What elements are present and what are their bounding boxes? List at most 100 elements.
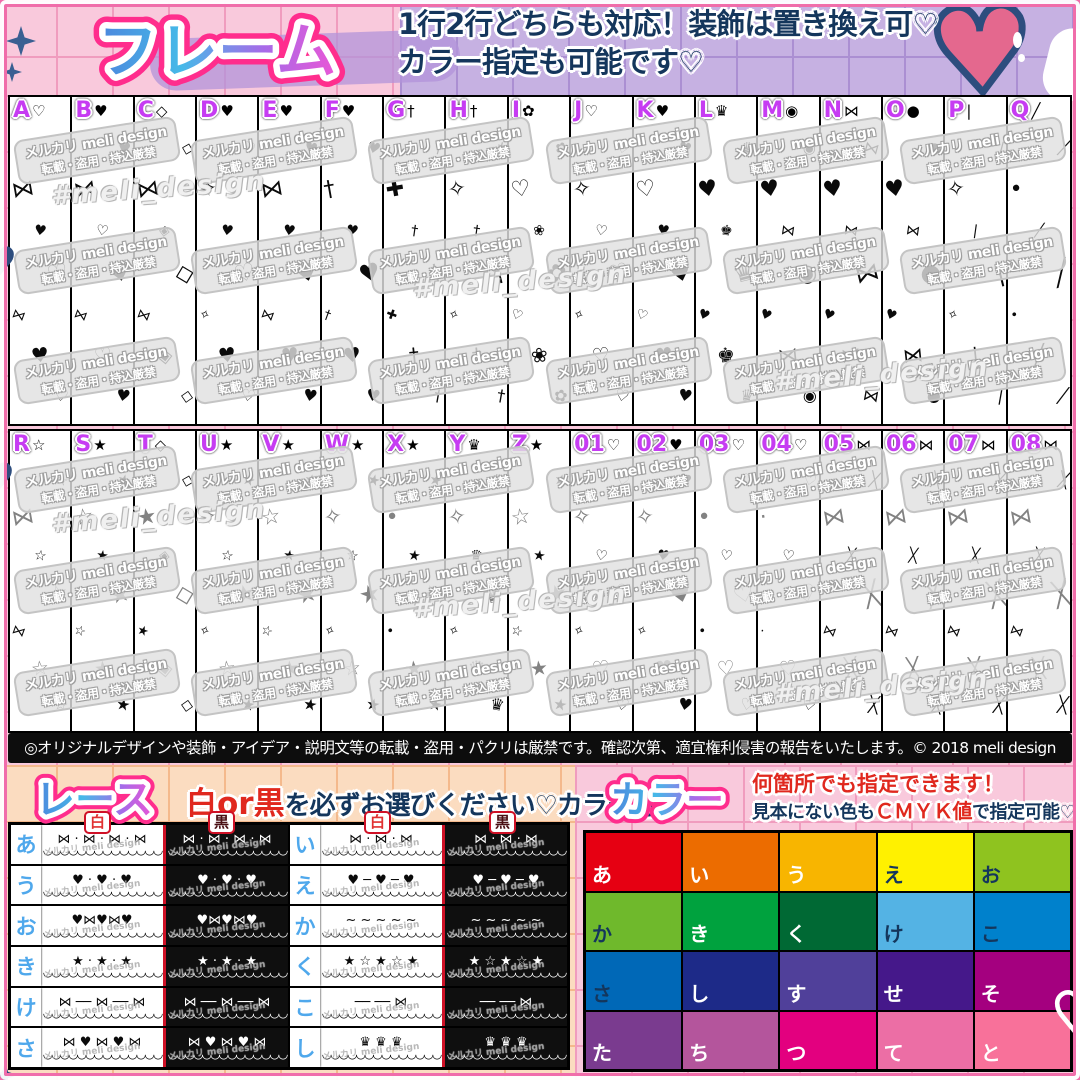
motif-glyph: †: [470, 342, 483, 368]
frame-column-W: W ★ ★ ✧ ☆ ★ ✧ ☆ ★: [322, 431, 385, 731]
color-note-line-2: 見本にない色もＣＭＹＫ値で指定可能♡: [752, 798, 1076, 825]
frame-sample-area: † ✧ † † ✧ † †: [446, 125, 506, 424]
motif-glyph: ♛: [738, 137, 757, 159]
motif-glyph: ♥: [695, 306, 712, 325]
frame-column-header: A ♡: [10, 97, 70, 125]
star-icon: ★: [406, 435, 420, 454]
lace-scallop-edge: ◡◡◡◡◡◡◡◡◡◡◡◡◡◡: [446, 883, 567, 898]
frame-column-label: O: [885, 98, 905, 123]
motif-glyph: ♡: [613, 694, 632, 716]
motif-glyph: ✧: [197, 306, 213, 325]
lace-scallop-edge: ◡◡◡◡◡◡◡◡◡◡◡◡◡◡: [42, 883, 163, 898]
lace-sample-し-black: ♛ ♛ ♛ ◡◡◡◡◡◡◡◡◡◡◡◡◡◡ メルカリ meli design: [442, 1028, 567, 1068]
motif-glyph: ◈: [158, 222, 172, 240]
motif-glyph: ☆: [32, 546, 48, 565]
frame-column-label: U: [200, 432, 218, 457]
motif-glyph: ◉: [801, 137, 819, 159]
frame-column-label: 01: [574, 432, 605, 457]
motif-glyph: ◈: [155, 655, 174, 681]
color-swatch-label: い: [689, 862, 710, 887]
frame-sample-area: ╳ ⋈ ╳ ╳ ⋈ ╳ ╳: [821, 459, 881, 731]
motif-glyph: ☆: [52, 469, 71, 491]
frame-column-header: 01 ♡: [571, 431, 631, 459]
motif-glyph: ★: [531, 546, 547, 565]
subtitle-line-1: 1行2行どちらも対応！装飾は置き換え可♡: [398, 7, 938, 41]
frame-column-label: B: [75, 98, 93, 123]
lace-scallop-edge: ◡◡◡◡◡◡◡◡◡◡◡◡◡◡: [321, 924, 442, 939]
frame-column-S: S ★ ★ ☆ ★ ★ ☆ ★ ★: [72, 431, 135, 731]
lace-group-い: い ⋈ · ⋈ · ⋈ ◡◡◡◡◡◡◡◡◡◡◡◡◡◡ メルカリ meli design…: [288, 825, 567, 864]
motif-glyph: ⋈: [134, 175, 161, 204]
frame-column-header: Z ★: [509, 431, 569, 459]
motif-glyph: ♥: [302, 137, 320, 159]
color-swatch-こ: こ: [974, 892, 1070, 950]
lace-sample-い-white: ⋈ · ⋈ · ⋈ ◡◡◡◡◡◡◡◡◡◡◡◡◡◡ メルカリ meli design: [320, 825, 442, 864]
frame-sample-area: ♥ ✧ ♥ ♥ ✧ ♥ ♥: [634, 459, 694, 731]
frame-sample-area: ╳ ⋈ ╳ ╳ ⋈ ╳ ╳: [945, 459, 1005, 731]
motif-glyph: ☆: [72, 622, 89, 641]
frame-column-header: 02 ♥: [634, 431, 694, 459]
motif-glyph: ♥: [882, 175, 907, 204]
motif-glyph: ⋈: [842, 222, 859, 241]
motif-glyph: ⋈: [1007, 622, 1025, 642]
lace-group-あ: あ ⋈ · ⋈ · ⋈ · ⋈ ◡◡◡◡◡◡◡◡◡◡◡◡◡◡ メルカリ meli de…: [11, 825, 288, 864]
lollipop-swirl-icon: ◉: [785, 101, 799, 120]
frame-column-E: E ♥ ♥ ⋈ ♥ ♥ ⋈ ♥ ♥: [259, 97, 322, 424]
lace-scallop-edge: ◡◡◡◡◡◡◡◡◡◡◡◡◡◡: [321, 965, 442, 980]
lace-row: さ ⋈ ♥ ⋈ ♥ ⋈ ◡◡◡◡◡◡◡◡◡◡◡◡◡◡ メルカリ meli design…: [11, 1028, 567, 1068]
motif-glyph: ✧: [945, 175, 968, 204]
motif-glyph: •: [384, 504, 402, 532]
hearts-icon: ♥: [655, 101, 670, 120]
lace-sample-き-white: ★ · ★ · ★ ◡◡◡◡◡◡◡◡◡◡◡◡◡◡ メルカリ meli design: [41, 947, 163, 986]
motif-glyph: ♥: [695, 175, 720, 204]
frame-sample-area: ⋈ ♥ ⋈ ⋈ ♥ ⋈ ⋈: [821, 125, 881, 424]
frame-column-label: Y: [449, 432, 466, 457]
color-swatch-label: た: [592, 1041, 612, 1065]
frame-column-label: I: [511, 98, 520, 123]
motif-glyph: ♥: [676, 385, 694, 407]
lace-instruction: 白or黒を必ずお選びください♡カラー可♡: [186, 778, 680, 823]
motif-glyph: ●: [917, 257, 945, 290]
frame-column-label: 05: [823, 432, 855, 457]
motif-glyph: ⋈: [901, 342, 925, 369]
frame-column-header: U ★: [197, 431, 257, 459]
color-swatch-label: て: [883, 1041, 904, 1065]
winged-heart-icon: ♥: [341, 101, 356, 120]
motif-glyph: †: [409, 222, 419, 240]
motif-glyph: ♛: [489, 694, 507, 716]
color-swatch-label: そ: [980, 981, 1001, 1006]
motif-glyph: ♡: [508, 306, 525, 325]
header-right-background: [400, 0, 1080, 95]
lace-pattern-glyphs: ~ ~ ~ ~ ~: [345, 913, 417, 929]
motif-glyph: ♥: [344, 222, 360, 240]
lace-group-お: お ♥⋈♥⋈♥ ◡◡◡◡◡◡◡◡◡◡◡◡◡◡ メルカリ meli design ♥⋈♥⋈…: [11, 906, 288, 946]
color-title-bubble: カラー カラー カラー: [601, 770, 733, 828]
lace-white-tag: 白: [84, 811, 112, 834]
lace-pattern-glyphs: ♥ · ♥ · ♥: [197, 872, 257, 888]
motif-glyph: ╳: [1056, 694, 1070, 715]
motif-glyph: ⋈: [259, 305, 277, 325]
lace-pattern-glyphs: ⋈ · ⋈ · ⋈ · ⋈: [182, 831, 272, 847]
lace-sample-う-white: ♥ · ♥ · ♥ ◡◡◡◡◡◡◡◡◡◡◡◡◡◡ メルカリ meli design: [41, 865, 163, 905]
motif-glyph: ⋈: [10, 305, 28, 325]
frame-column-header: V ★: [259, 431, 319, 459]
motif-glyph: ╳: [905, 655, 921, 681]
frame-column-header: 06 ⋈: [883, 431, 943, 459]
motif-glyph: ╱: [1056, 385, 1070, 407]
frame-column-label: R: [13, 432, 30, 457]
lace-group-き: き ★ · ★ · ★ ◡◡◡◡◡◡◡◡◡◡◡◡◡◡ メルカリ meli design…: [11, 947, 288, 986]
motif-glyph: ★: [230, 577, 259, 611]
frame-column-H: H † † ✧ † † ✧ † †: [446, 97, 509, 424]
color-swatch-い: い: [683, 833, 779, 891]
motif-glyph: ♛: [466, 654, 487, 681]
frame-sample-area: ★ ☆ ★ ★ ☆ ★ ★: [509, 459, 569, 731]
motif-glyph: ♡: [800, 694, 819, 716]
frame-sample-area: ♥ † ♥ ♥ † ♥ ♥: [322, 125, 382, 424]
frame-column-header: T ◇: [135, 431, 195, 459]
motif-glyph: ♚: [715, 342, 737, 368]
frame-column-header: 03 ♡: [696, 431, 756, 459]
motif-glyph: ·: [758, 624, 767, 640]
motif-glyph: ╳: [867, 694, 881, 715]
rose-icon: ✿: [522, 101, 535, 120]
motif-glyph: ♥: [758, 306, 775, 325]
